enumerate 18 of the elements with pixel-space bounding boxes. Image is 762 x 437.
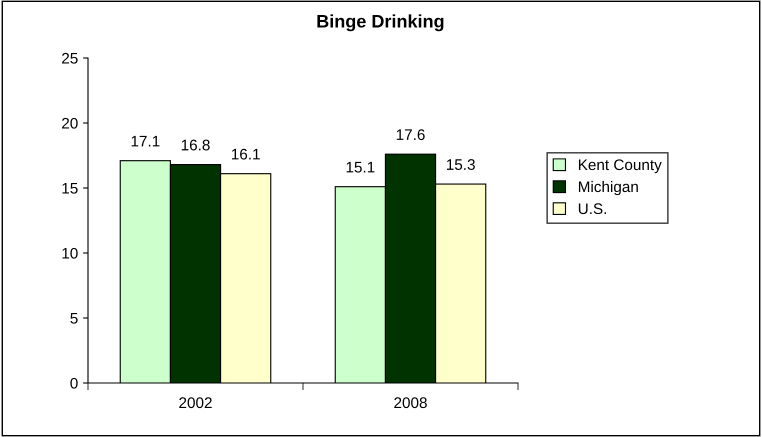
y-tick-label: 15 <box>62 183 78 194</box>
data-label: 15.3 <box>446 159 475 170</box>
legend-label: Kent County <box>578 159 662 174</box>
y-tick-label: 25 <box>62 52 78 64</box>
legend-label: U.S. <box>578 203 606 214</box>
y-tick-label: 20 <box>62 118 78 129</box>
legend-label: Michigan <box>578 180 638 196</box>
chart-title: Binge Drinking <box>317 14 444 32</box>
y-tick-label: 10 <box>62 248 78 259</box>
y-tick-label: 5 <box>70 313 78 324</box>
data-label: 17.1 <box>132 136 160 146</box>
data-label: 16.8 <box>182 140 210 150</box>
data-label: 16.1 <box>232 148 260 160</box>
data-label: 15.1 <box>346 162 374 173</box>
x-tick-label: 2002 <box>179 397 212 408</box>
x-tick-label: 2008 <box>394 397 427 408</box>
y-tick-label: 0 <box>70 378 78 389</box>
data-label: 17.6 <box>396 129 425 140</box>
